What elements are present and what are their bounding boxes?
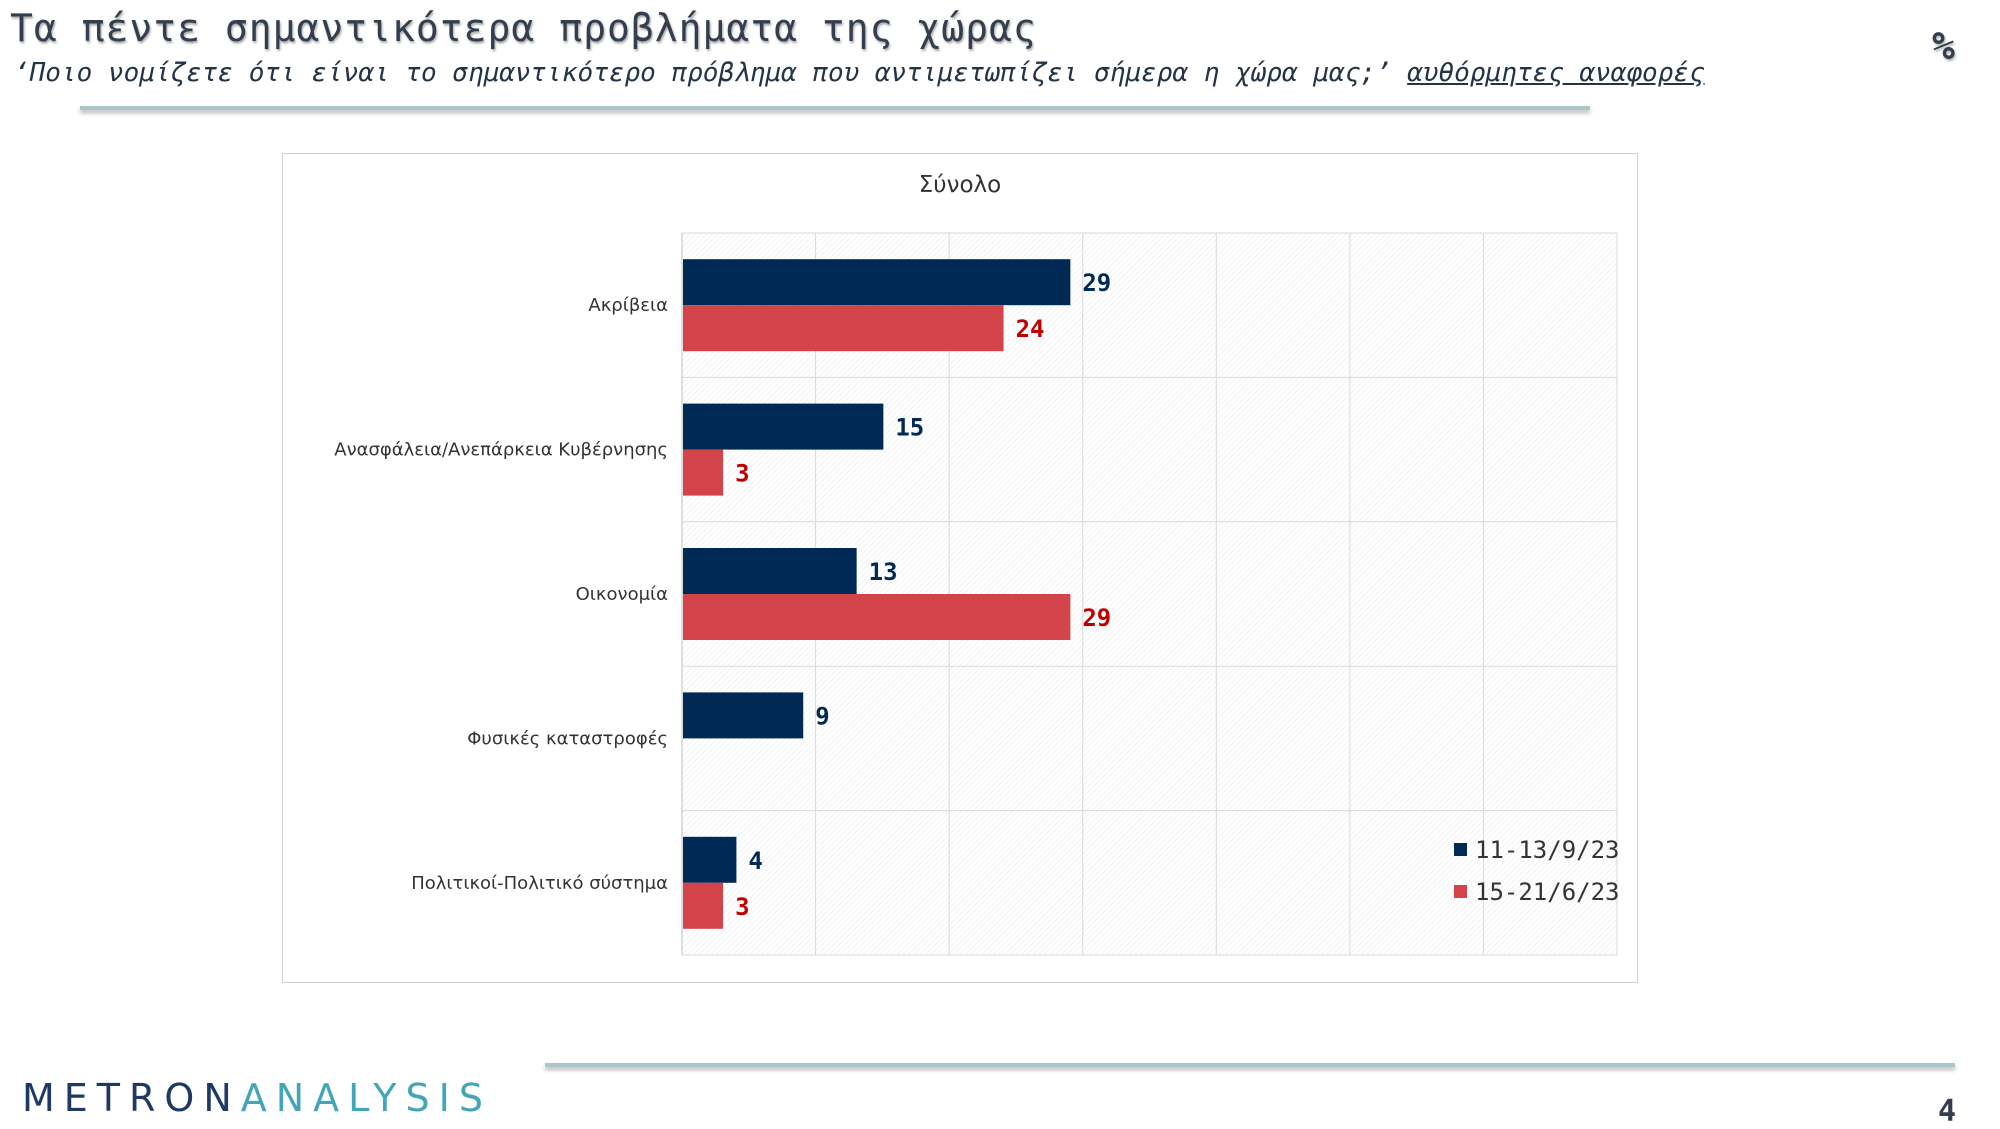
bar-series-1 — [683, 403, 884, 450]
bars — [683, 259, 1071, 929]
bar-series-2 — [683, 882, 724, 929]
bar-series-2 — [683, 305, 1004, 352]
survey-question: ‘Ποιο νομίζετε ότι είναι το σημαντικότερ… — [14, 58, 1392, 88]
legend-swatch-1 — [1454, 843, 1467, 856]
bar-series-1 — [683, 259, 1071, 306]
category-label: Ακρίβεια — [588, 295, 668, 316]
page-number: 4 — [1938, 1094, 1957, 1129]
page-subtitle: ‘Ποιο νομίζετε ότι είναι το σημαντικότερ… — [14, 58, 1705, 88]
data-label-series-2: 3 — [735, 460, 749, 488]
chart-legend: 11-13/9/23 15-21/6/23 — [1454, 836, 1620, 906]
logo-part-2: ANALYSIS — [240, 1076, 492, 1120]
category-label: Οικονομία — [576, 584, 668, 605]
category-label: Ανασφάλεια/Ανεπάρκεια Κυβέρνησης — [334, 440, 668, 461]
legend-label-2: 15-21/6/23 — [1475, 878, 1620, 906]
response-type: αυθόρμητες αναφορές — [1407, 58, 1705, 88]
bar-series-2 — [683, 594, 1071, 640]
title-divider — [80, 106, 1590, 110]
bar-series-2 — [683, 449, 724, 496]
data-label-series-1: 29 — [1082, 269, 1111, 297]
data-label-series-1: 15 — [895, 414, 924, 442]
bar-series-1 — [683, 548, 857, 594]
category-label: Φυσικές καταστροφές — [467, 728, 668, 749]
data-label-series-1: 9 — [815, 702, 829, 730]
legend-label-1: 11-13/9/23 — [1475, 836, 1620, 864]
logo-part-1: METRON — [22, 1076, 241, 1120]
chart-container: Σύνολο Ακρίβεια Ανασφάλεια/Ανεπάρκεια Κυβ… — [282, 153, 1638, 983]
footer-divider — [545, 1063, 1955, 1067]
brand-logo: METRONANALYSIS — [22, 1076, 492, 1120]
data-label-series-2: 24 — [1016, 315, 1045, 343]
data-labels: 29 24 15 3 13 29 9 4 3 — [735, 269, 1111, 921]
bar-series-1 — [683, 836, 737, 883]
data-label-series-1: 13 — [869, 558, 898, 586]
data-label-series-1: 4 — [748, 847, 762, 875]
data-label-series-2: 3 — [735, 893, 749, 921]
page-title: Τα πέντε σημαντικότερα προβλήματα της χώ… — [10, 6, 1037, 50]
chart-title: Σύνολο — [919, 172, 1001, 198]
percent-unit-indicator: % — [1932, 24, 1955, 68]
category-labels: Ακρίβεια Ανασφάλεια/Ανεπάρκεια Κυβέρνησης… — [334, 295, 668, 894]
bar-chart: Σύνολο Ακρίβεια Ανασφάλεια/Ανεπάρκεια Κυβ… — [334, 172, 1620, 956]
bar-series-1 — [683, 692, 804, 739]
data-label-series-2: 29 — [1082, 604, 1111, 632]
category-label: Πολιτικοί-Πολιτικό σύστημα — [411, 873, 668, 894]
legend-swatch-2 — [1454, 885, 1467, 898]
